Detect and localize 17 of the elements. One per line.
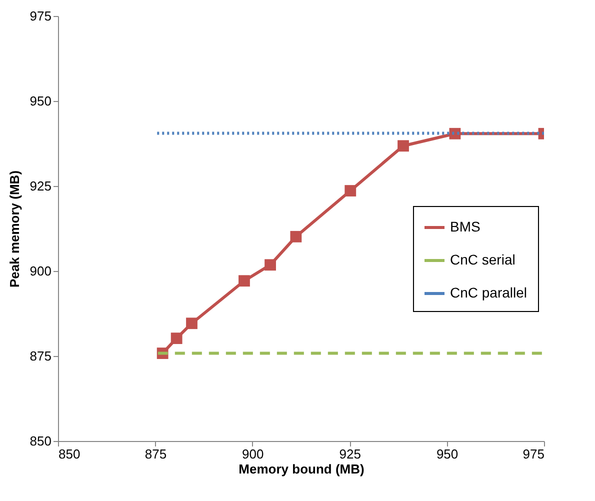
y-tick-label: 950 xyxy=(30,94,52,108)
y-tick-label: 875 xyxy=(30,348,52,364)
x-tick-label: 875 xyxy=(144,446,167,462)
legend-label: CnC serial xyxy=(450,252,516,268)
x-tick-label: 900 xyxy=(242,446,264,462)
y-tick-label: 900 xyxy=(30,264,52,278)
y-tick-label: 925 xyxy=(30,178,52,194)
x-tick-label: 850 xyxy=(58,446,80,462)
legend-label: CnC parallel xyxy=(450,284,528,300)
x-tick-label: 950 xyxy=(436,446,458,462)
x-tick-label: 925 xyxy=(339,446,361,462)
legend-label: BMS xyxy=(450,218,480,234)
y-tick-label: 850 xyxy=(30,434,52,448)
x-tick-label: 975 xyxy=(522,446,544,462)
y-axis-title: Peak memory (MB) xyxy=(6,170,22,288)
y-tick-label: 975 xyxy=(30,8,52,24)
x-axis-title: Memory bound (MB) xyxy=(238,462,364,476)
